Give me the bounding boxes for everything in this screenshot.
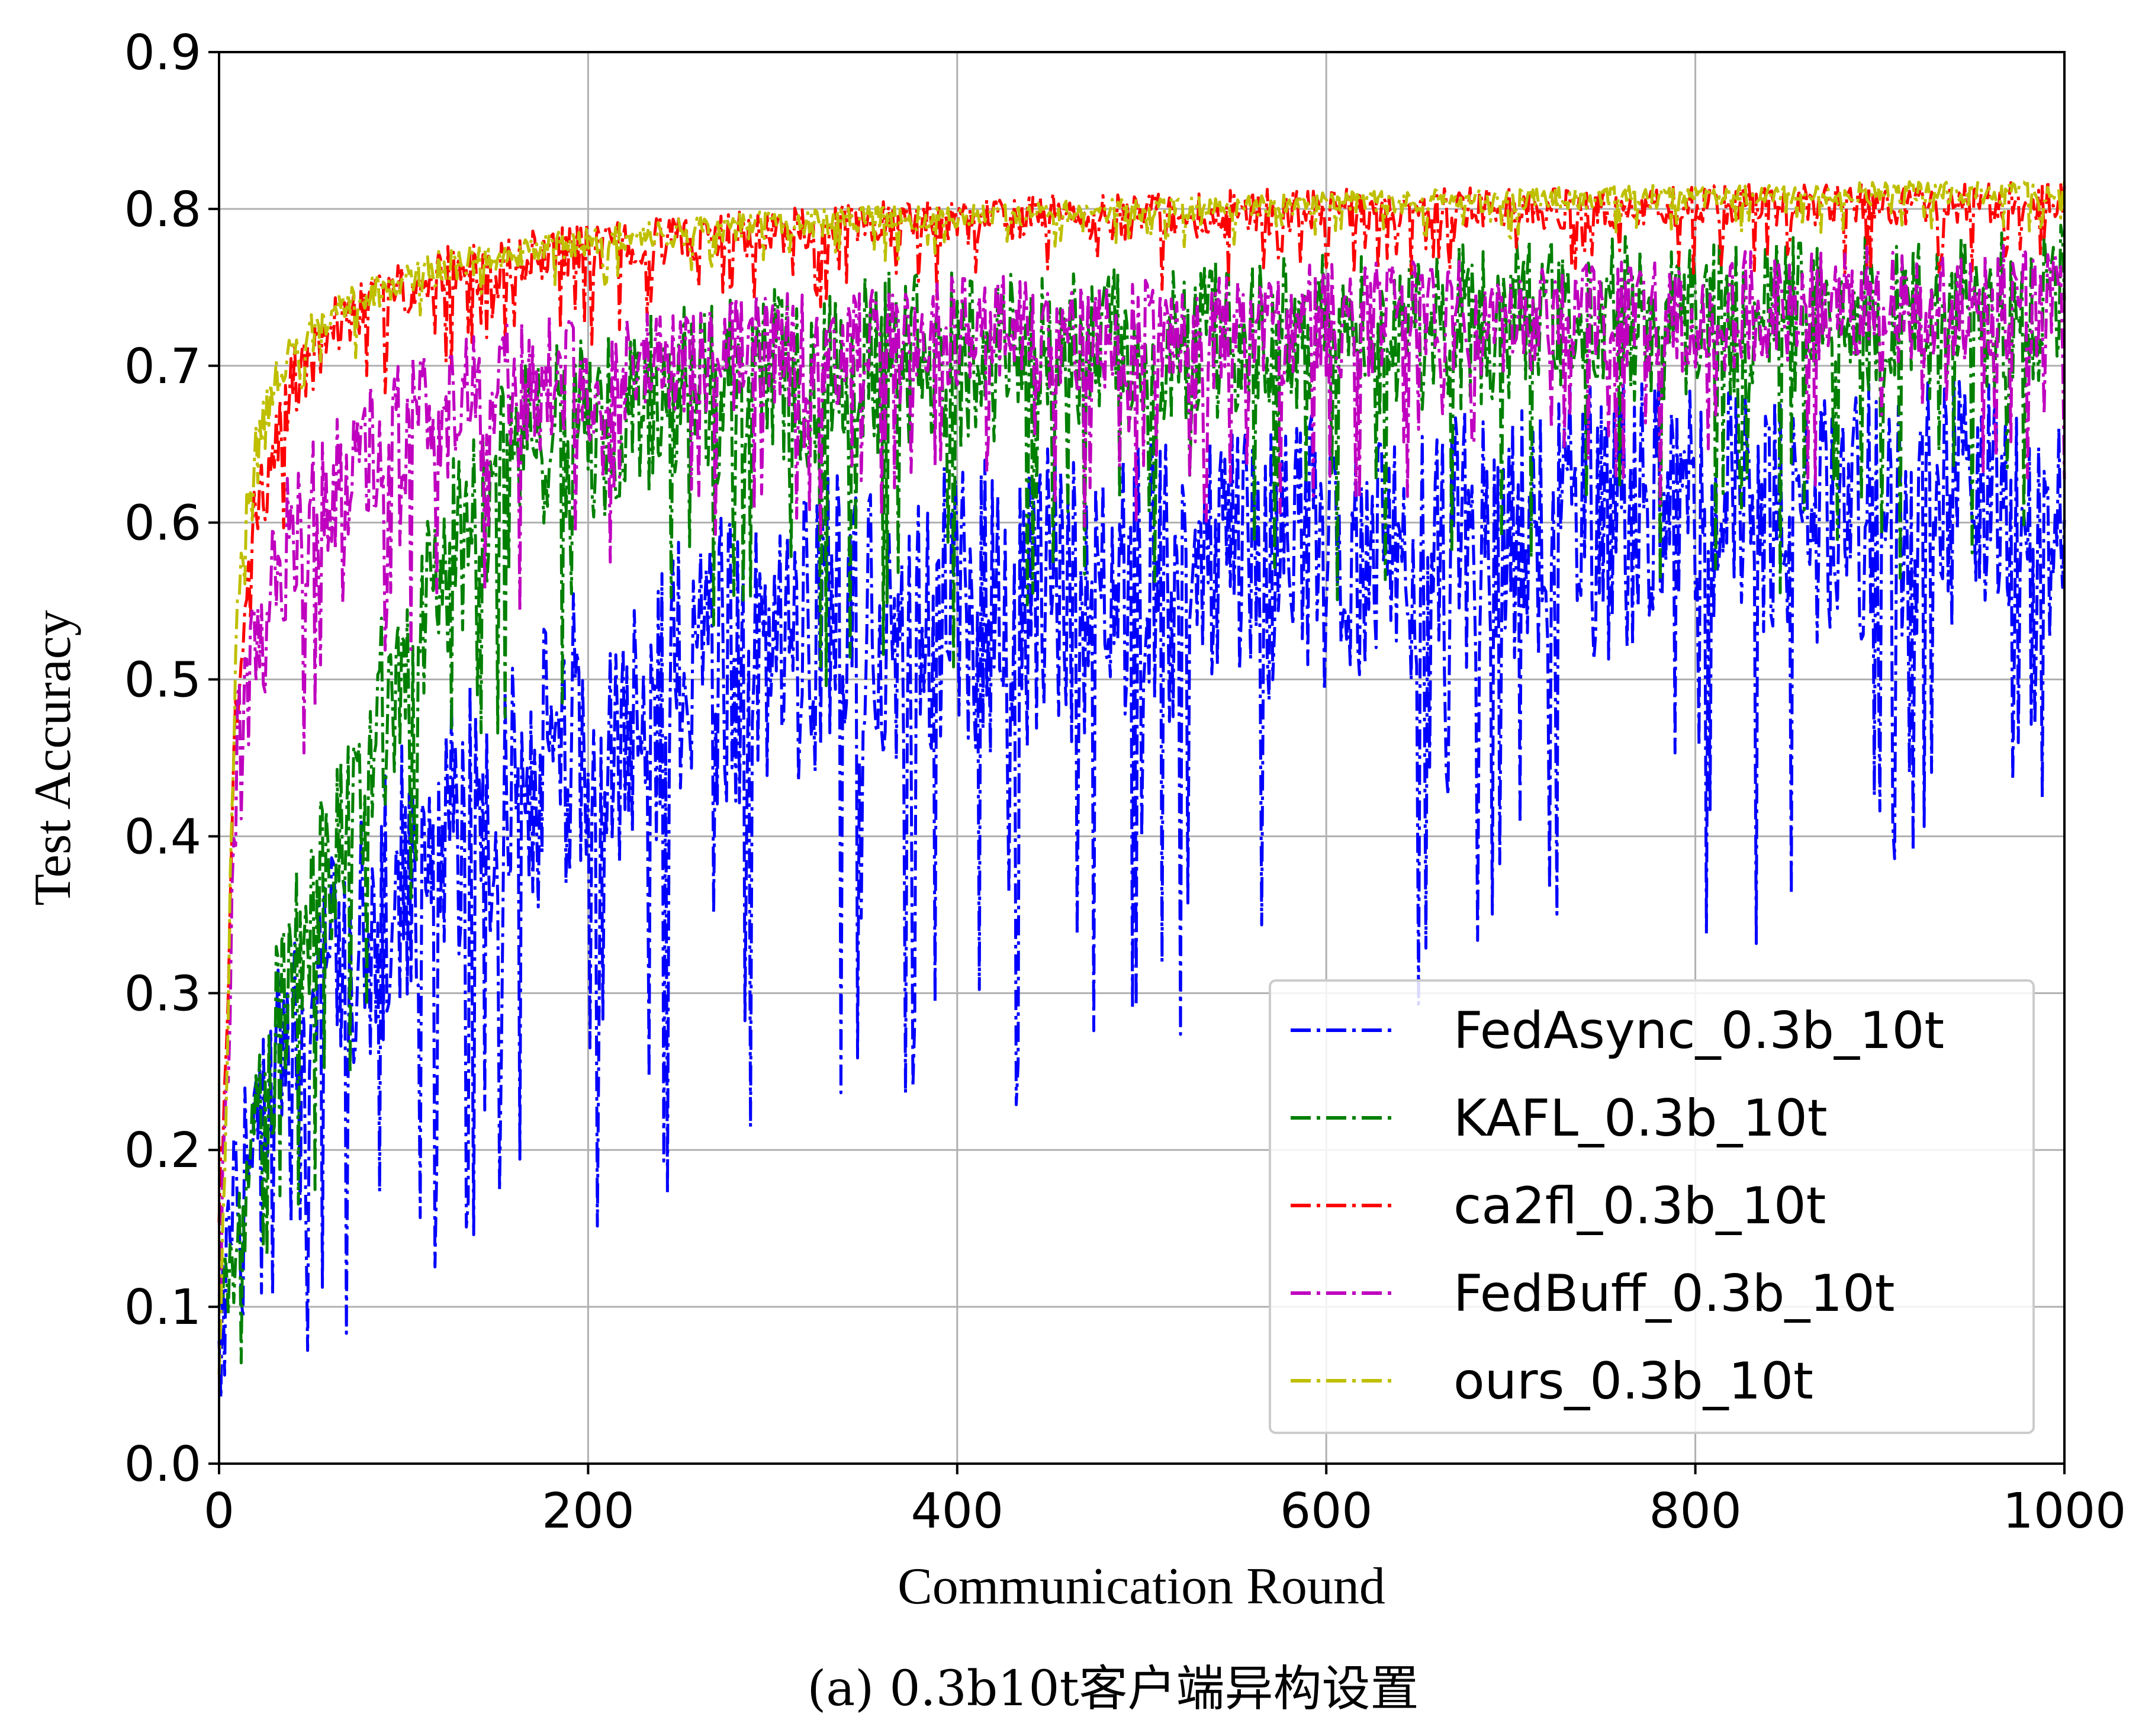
plot-frame (218, 51, 2066, 1465)
series-line (217, 180, 2066, 1375)
x-tick-label: 200 (542, 1483, 635, 1539)
y-tick-label: 0.2 (124, 1123, 201, 1179)
x-tick-label: 400 (911, 1483, 1004, 1539)
x-tick-label: 0 (204, 1483, 234, 1539)
legend-label: KAFL_0.3b_10t (1453, 1089, 1828, 1148)
y-tick-label: 0.8 (124, 182, 201, 238)
x-axis-title: Communication Round (898, 1558, 1385, 1615)
y-tick-label: 0.1 (124, 1280, 201, 1336)
figure-caption: (a) 0.3b10t客户端异构设置 (807, 1661, 1419, 1717)
x-tick-label: 800 (1649, 1483, 1742, 1539)
y-tick-label: 0.0 (124, 1436, 201, 1493)
y-tick-label: 0.5 (124, 652, 201, 709)
y-tick-label: 0.7 (124, 339, 201, 395)
tick-layer: 0 200 400 600 800 1000 0.0 0.1 0.2 0.3 0.4 0.5 0.6 0.… (124, 25, 2127, 1539)
series-line (217, 377, 2066, 1400)
y-tick-label: 0.6 (124, 496, 201, 552)
x-tick-label: 600 (1280, 1483, 1373, 1539)
plot-layer (217, 179, 2066, 1400)
legend-label: FedBuff_0.3b_10t (1453, 1264, 1895, 1323)
y-tick-label: 0.9 (124, 25, 201, 81)
legend: FedAsync_0.3b_10t KAFL_0.3b_10t ca2fl_0.3b… (1269, 979, 2035, 1434)
series-line (217, 244, 2066, 1297)
legend-label: ours_0.3b_10t (1453, 1352, 1813, 1411)
legend-label: ca2fl_0.3b_10t (1453, 1176, 1826, 1236)
x-tick-label: 1000 (2003, 1483, 2127, 1539)
y-tick-label: 0.4 (124, 809, 201, 865)
y-axis-title: Test Accuracy (24, 610, 82, 906)
legend-label: FedAsync_0.3b_10t (1453, 1001, 1944, 1060)
y-tick-label: 0.3 (124, 966, 201, 1022)
legend-box (1269, 979, 2035, 1434)
